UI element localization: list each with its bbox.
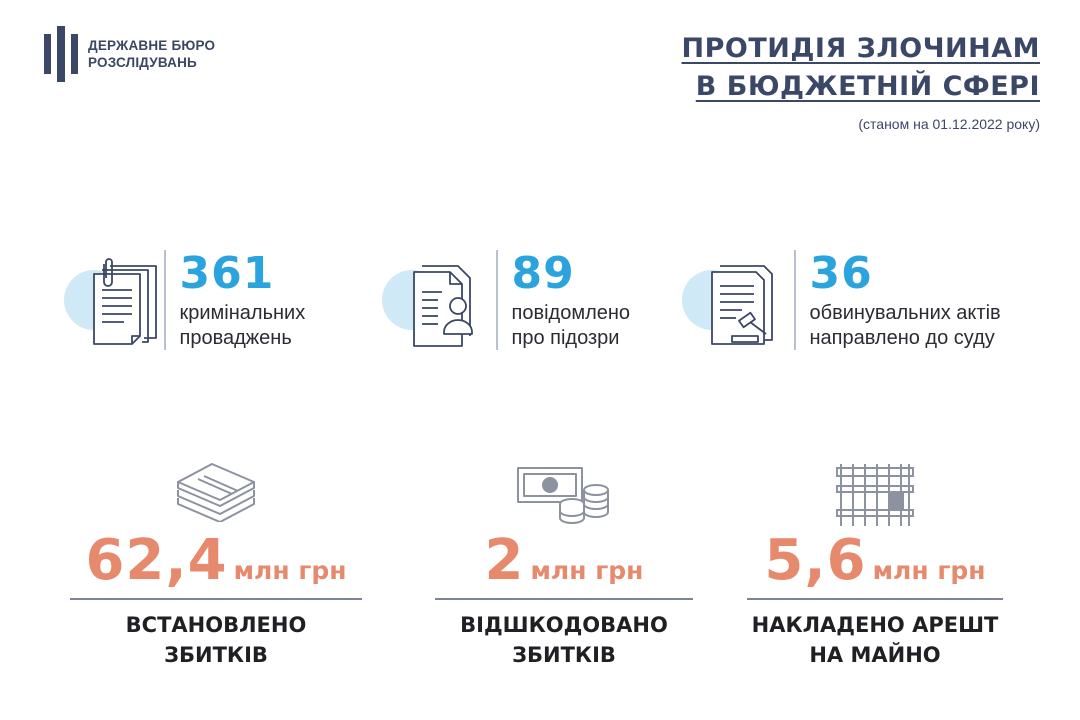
amount-divider	[747, 598, 1003, 600]
stat-indictments: 36 обвинувальних актів направлено до суд…	[682, 248, 1001, 352]
amount-divider	[70, 598, 362, 600]
stat-label-line1: повідомлено	[511, 301, 631, 324]
amount-damages-compensated: 2 млн грн ВІДШКОДОВАНО ЗБИТКІВ	[435, 460, 693, 667]
stat-text: 36 обвинувальних актів направлено до суд…	[809, 247, 1001, 351]
stat-label-line2: проваджень	[179, 326, 292, 349]
organization-name-line2: РОЗСЛІДУВАНЬ	[88, 55, 197, 70]
amount-unit: млн грн	[872, 556, 986, 585]
amount-caption-line2: ЗБИТКІВ	[512, 643, 616, 667]
amount-caption-line2: ЗБИТКІВ	[164, 643, 268, 667]
stat-text: 361 кримінальних проваджень	[179, 247, 306, 351]
amount-caption: НАКЛАДЕНО АРЕШТ НА МАЙНО	[747, 610, 1003, 670]
amount-property-arrested: 5,6 млн грн НАКЛАДЕНО АРЕШТ НА МАЙНО	[747, 460, 1003, 667]
stat-label-line2: направлено до суду	[809, 326, 995, 349]
organization-name: ДЕРЖАВНЕ БЮРО РОЗСЛІДУВАНЬ	[88, 37, 215, 71]
amount-caption-line1: ВІДШКОДОВАНО	[460, 613, 668, 637]
money-stack-icon	[177, 463, 255, 522]
amount-caption-line1: НАКЛАДЕНО АРЕШТ	[751, 613, 999, 637]
amount-number: 62,4	[85, 528, 228, 593]
stat-divider	[496, 250, 498, 350]
amount-value: 2 млн грн	[435, 528, 693, 593]
suspect-document-icon	[413, 265, 473, 347]
date-note: (станом на 01.12.2022 року)	[858, 116, 1040, 132]
amount-damages-established: 62,4 млн грн ВСТАНОВЛЕНО ЗБИТКІВ	[70, 460, 362, 667]
amount-value: 62,4 млн грн	[70, 528, 362, 593]
amount-unit: млн грн	[233, 556, 347, 585]
prison-bars-icon	[836, 464, 914, 526]
page-title-line2: В БЮДЖЕТНІЙ СФЕРІ	[695, 71, 1040, 102]
amount-unit: млн грн	[530, 556, 644, 585]
stat-icon-wrapper	[382, 250, 496, 350]
page-title-block: ПРОТИДІЯ ЗЛОЧИНАМ В БЮДЖЕТНІЙ СФЕРІ (ста…	[682, 30, 1040, 132]
stat-number: 361	[179, 247, 275, 299]
amount-number: 2	[484, 528, 525, 593]
stat-criminal-proceedings: 361 кримінальних проваджень	[64, 248, 305, 352]
stat-suspicion-notices: 89 повідомлено про підозри	[382, 248, 630, 352]
stat-text: 89 повідомлено про підозри	[511, 247, 631, 351]
stat-number: 89	[511, 247, 575, 299]
stat-divider	[794, 250, 796, 350]
amount-divider	[435, 598, 693, 600]
page-title-line1: ПРОТИДІЯ ЗЛОЧИНАМ	[681, 33, 1040, 64]
stat-number: 36	[809, 247, 873, 299]
stat-icon-wrapper	[64, 250, 164, 350]
stat-label-line1: обвинувальних актів	[809, 301, 1001, 324]
stat-icon-wrapper	[682, 250, 794, 350]
court-document-icon	[711, 265, 773, 345]
amount-caption: ВІДШКОДОВАНО ЗБИТКІВ	[435, 610, 693, 670]
amount-number: 5,6	[764, 528, 867, 593]
organization-name-line1: ДЕРЖАВНЕ БЮРО	[88, 38, 216, 53]
stat-divider	[164, 250, 166, 350]
organization-logo: ДЕРЖАВНЕ БЮРО РОЗСЛІДУВАНЬ	[44, 26, 215, 82]
amount-caption-line1: ВСТАНОВЛЕНО	[125, 613, 307, 637]
stat-label-line1: кримінальних	[179, 301, 306, 324]
amount-value: 5,6 млн грн	[747, 528, 1003, 593]
stat-label-line2: про підозри	[511, 326, 620, 349]
amount-caption-line2: НА МАЙНО	[809, 643, 941, 667]
dbr-emblem-icon	[44, 26, 78, 82]
documents-icon	[93, 258, 157, 345]
amount-caption: ВСТАНОВЛЕНО ЗБИТКІВ	[70, 610, 362, 670]
banknote-coins-icon	[517, 467, 609, 524]
